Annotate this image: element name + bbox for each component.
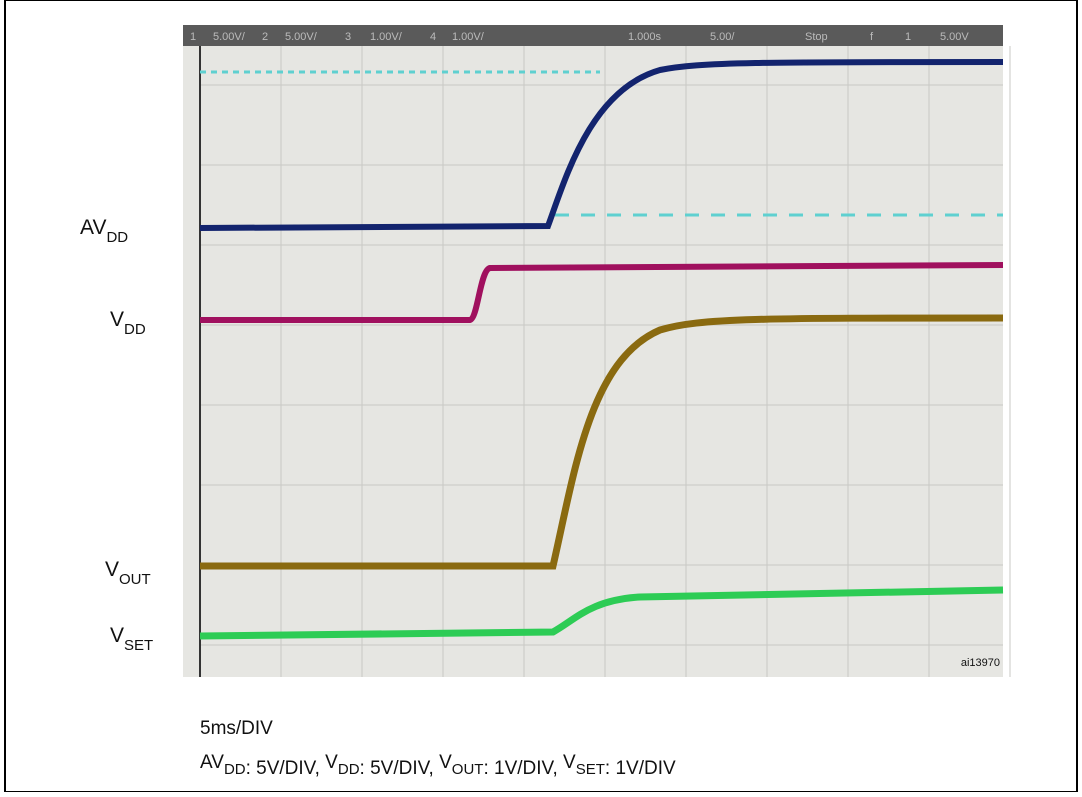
scale-sub: SET	[576, 761, 605, 778]
scope-header-bar	[183, 25, 1003, 46]
scale-main: V	[563, 752, 576, 773]
trace-label: VSET	[110, 624, 153, 654]
scale-main: AV	[200, 752, 224, 773]
header-item: 1	[190, 31, 196, 43]
header-item: 5.00V/	[285, 31, 318, 43]
header-item: 1	[905, 31, 911, 43]
scale-caption: AVDD: 5V/DIV, VDD: 5V/DIV, VOUT: 1V/DIV,…	[200, 752, 676, 779]
vdd-trace	[200, 262, 1004, 323]
header-item: 5.00V/	[213, 31, 246, 43]
scale-main: V	[439, 752, 452, 773]
label-main: V	[105, 558, 119, 581]
trace-label: AVDD	[80, 216, 128, 246]
header-item: 3	[345, 31, 351, 43]
scale-main: V	[325, 752, 338, 773]
label-sub: DD	[106, 229, 128, 246]
avdd-trace	[199, 59, 1004, 231]
label-main: V	[110, 624, 124, 647]
header-item: f	[870, 31, 874, 43]
scale-sub: OUT	[452, 761, 484, 778]
vset-trace	[199, 586, 1004, 640]
label-sub: OUT	[119, 571, 151, 588]
header-item: 5.00/	[710, 31, 735, 43]
scope-header: 1 5.00V/2 5.00V/3 1.00V/4 1.00V/1.000s 5.00/S…	[190, 31, 969, 43]
grid	[200, 46, 1011, 677]
header-item: 4	[430, 31, 436, 43]
trace-label: VDD	[110, 308, 146, 338]
header-item: Stop	[805, 31, 828, 43]
header-item: 1.00V/	[370, 31, 403, 43]
label-main: V	[110, 308, 124, 331]
scale-rest: : 5V/DIV,	[360, 758, 440, 779]
header-item: 1.000s	[628, 31, 662, 43]
scale-rest: : 1V/DIV,	[483, 758, 563, 779]
label-main: AV	[80, 216, 106, 239]
scale-rest: : 1V/DIV	[605, 758, 676, 779]
scale-sub: DD	[224, 761, 246, 778]
image-id: ai13970	[961, 657, 1000, 669]
vout-trace	[200, 314, 1004, 570]
header-item: 2	[262, 31, 268, 43]
label-sub: DD	[124, 321, 146, 338]
trace-label: VOUT	[105, 558, 151, 588]
scale-sub: DD	[338, 761, 360, 778]
timebase: 5ms/DIV	[200, 718, 273, 739]
scale-rest: : 5V/DIV,	[246, 758, 326, 779]
header-item: 5.00V	[940, 31, 969, 43]
header-item: 1.00V/	[452, 31, 485, 43]
label-sub: SET	[124, 637, 153, 654]
